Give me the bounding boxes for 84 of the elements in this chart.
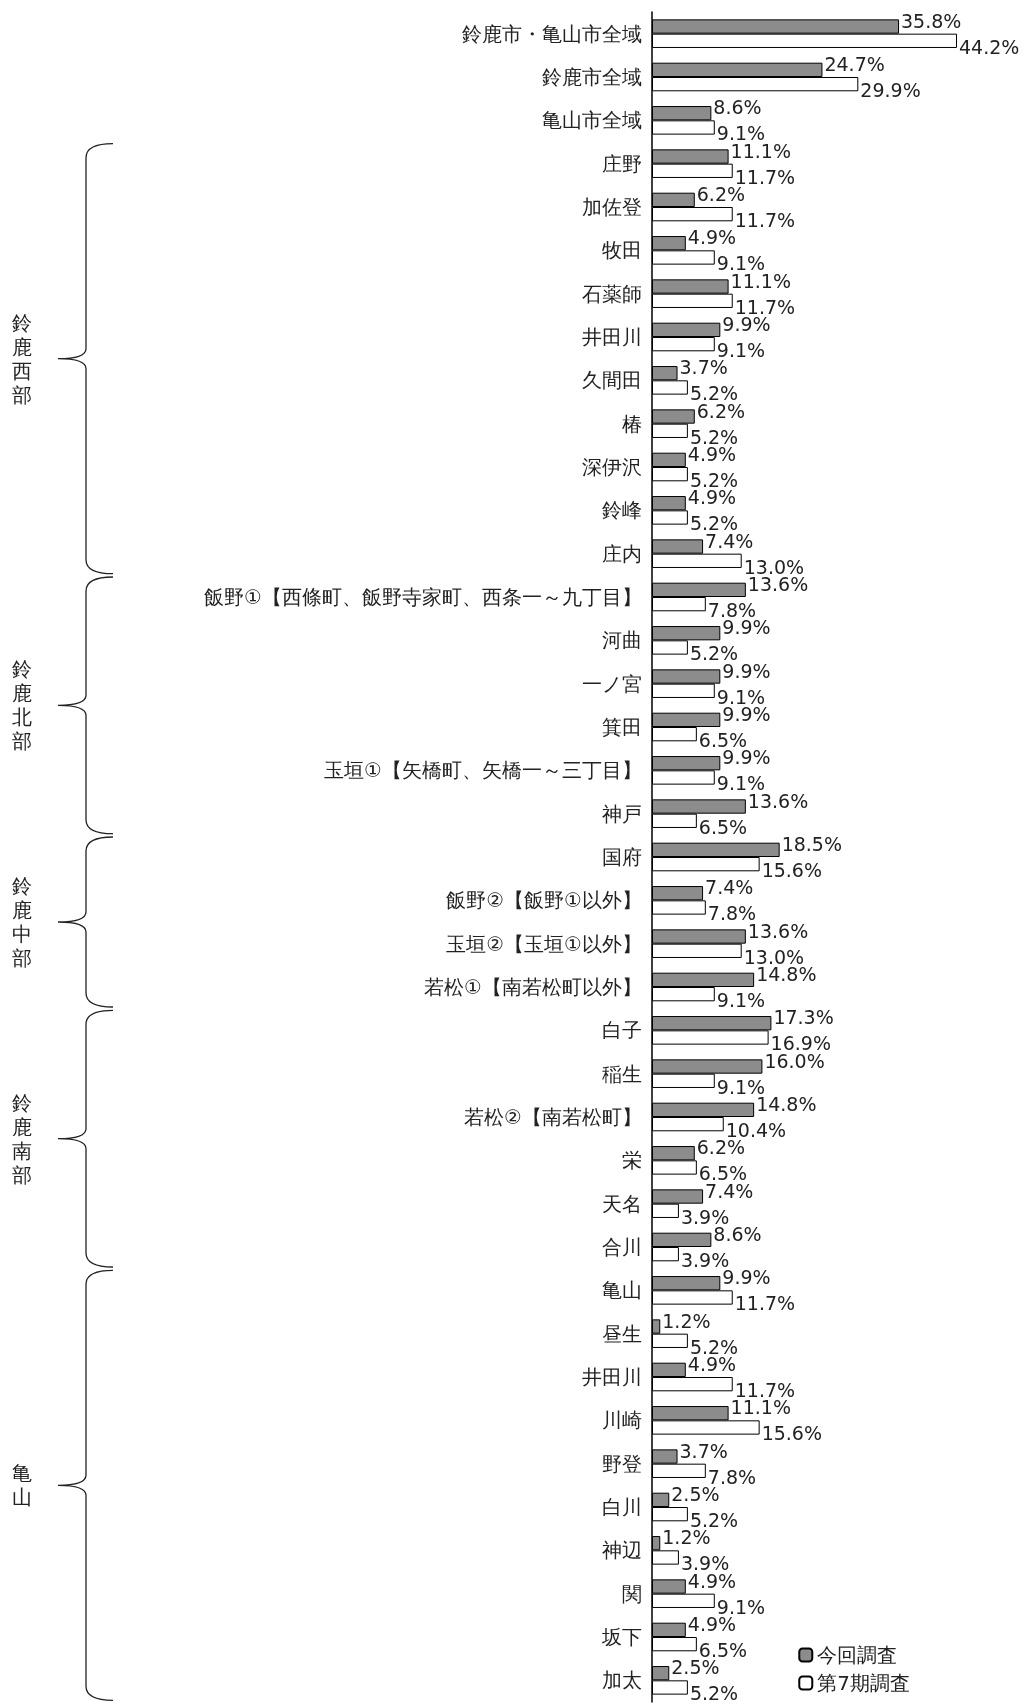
y-tick-label: 井田川 [582,1365,642,1389]
y-tick-label: 白子 [602,1018,642,1043]
y-tick-label: 石薬師 [582,281,642,306]
y-tick-label: 玉垣①【矢橋町、矢橋一～三丁目】 [324,758,642,783]
legend-label: 第7期調査 [817,1671,911,1695]
data-label: 7.4% [705,876,754,899]
data-label: 5.2% [689,1682,739,1704]
data-label: 11.7% [734,165,796,188]
y-tick-label: 庄野 [602,151,642,176]
data-label: 11.7% [734,295,796,318]
y-tick-label: 合川 [602,1235,642,1259]
data-label: 3.9% [680,1205,730,1228]
y-tick-label: 久間田 [582,368,642,393]
data-label: 4.9% [687,486,737,509]
y-tick-label: 玉垣②【玉垣①以外】 [446,931,642,956]
data-label: 13.0% [743,555,805,578]
y-tick-label: 亀山市全域 [542,108,642,133]
y-tick-label: 若松②【南若松町】 [464,1105,642,1129]
data-label: 15.6% [761,859,823,882]
y-tick-label: 深伊沢 [582,455,642,479]
y-tick-label: 井田川 [582,325,642,349]
text: 鈴鹿南部 [11,1090,33,1187]
data-label: 5.2% [689,425,739,448]
data-label: 9.1% [716,1595,766,1618]
y-tick-label: 加佐登 [582,195,642,219]
y-tick-label: 鈴鹿市全域 [542,65,642,89]
data-label: 9.9% [722,746,771,769]
data-label: 11.7% [734,209,796,232]
data-label: 13.0% [743,945,805,968]
y-tick-label: 神戸 [602,801,642,826]
y-tick-label: 若松①【南若松町以外】 [424,975,642,999]
text: 亀山 [11,1461,33,1510]
legend-label: 今回調査 [817,1643,898,1667]
y-tick-label: 栄 [622,1148,642,1173]
y-tick-label: 白川 [602,1495,642,1519]
text: 鈴鹿中部 [11,874,33,970]
y-tick-label: 牧田 [602,238,642,263]
data-label: 9.1% [716,989,766,1012]
data-label: 15.6% [761,1422,823,1445]
data-label: 5.2% [689,1335,739,1358]
data-label: 35.8% [901,9,962,32]
y-tick-label: 関 [622,1581,642,1606]
y-tick-label: 国府 [602,845,642,869]
y-tick-label: 鈴峰 [602,498,642,523]
data-label: 24.7% [824,52,885,75]
y-tick-label: 稲生 [602,1061,642,1086]
data-label: 2.5% [671,1656,720,1679]
y-tick-label: 河曲 [602,628,642,653]
data-label: 1.2% [662,1526,711,1549]
y-tick-label: 鈴鹿市・亀山市全域 [462,21,642,46]
data-label: 9.1% [716,685,766,708]
y-tick-label: 川崎 [602,1408,642,1433]
text: 鈴鹿西部 [11,310,33,407]
y-tick-label: 加太 [602,1668,642,1693]
data-label: 6.5% [698,815,748,838]
data-label: 9.9% [722,616,771,639]
data-label: 17.3% [773,1006,834,1029]
y-tick-label: 亀山 [602,1278,642,1303]
data-label: 3.7% [679,1439,728,1462]
y-tick-label: 椿 [622,411,642,436]
data-label: 18.5% [781,832,843,855]
text: 鈴鹿北部 [11,657,33,754]
data-label: 9.1% [716,1075,766,1098]
y-tick-label: 箕田 [602,715,642,739]
data-label: 11.7% [734,1292,796,1315]
data-label: 9.9% [722,1266,771,1289]
y-tick-label: 飯野①【西條町、飯野寺家町、西条一～九丁目】 [204,585,642,609]
data-label: 8.6% [713,96,762,119]
data-label: 6.2% [696,1136,746,1159]
y-tick-label: 一ノ宮 [582,671,642,696]
y-tick-label: 昼生 [602,1321,642,1346]
data-label: 11.1% [730,1396,791,1419]
data-label: 3.7% [679,356,728,379]
data-label: 7.8% [707,1465,757,1488]
data-label: 4.9% [687,226,737,249]
y-tick-label: 坂下 [601,1625,642,1649]
data-label: 44.2% [959,35,1020,58]
y-tick-label: 野登 [602,1451,642,1476]
y-tick-label: 天名 [602,1191,642,1216]
y-tick-label: 庄内 [602,541,642,566]
y-tick-label: 神辺 [602,1538,642,1563]
data-label: 29.9% [860,79,921,102]
data-label: 1.2% [662,1309,711,1332]
y-tick-label: 飯野②【飯野①以外】 [446,888,642,913]
